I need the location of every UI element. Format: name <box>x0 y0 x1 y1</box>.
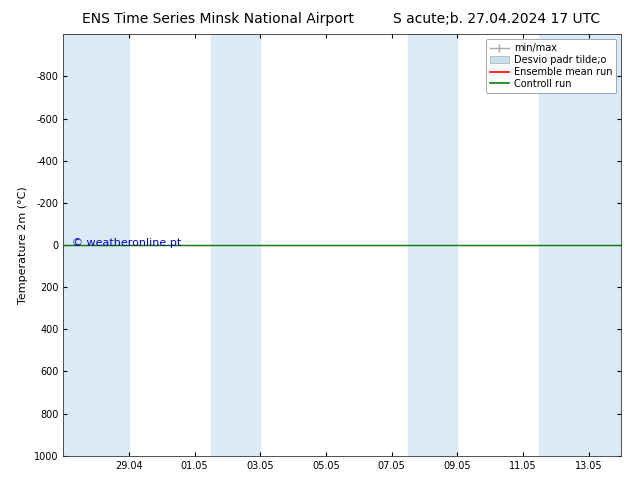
Legend: min/max, Desvio padr tilde;o, Ensemble mean run, Controll run: min/max, Desvio padr tilde;o, Ensemble m… <box>486 39 616 93</box>
Bar <box>211 34 261 456</box>
Text: S acute;b. 27.04.2024 17 UTC: S acute;b. 27.04.2024 17 UTC <box>393 12 600 26</box>
Text: ENS Time Series Minsk National Airport: ENS Time Series Minsk National Airport <box>82 12 354 26</box>
Text: © weatheronline.pt: © weatheronline.pt <box>72 238 181 248</box>
Bar <box>63 34 129 456</box>
Bar <box>408 34 457 456</box>
Bar <box>540 34 621 456</box>
Y-axis label: Temperature 2m (°C): Temperature 2m (°C) <box>18 186 29 304</box>
